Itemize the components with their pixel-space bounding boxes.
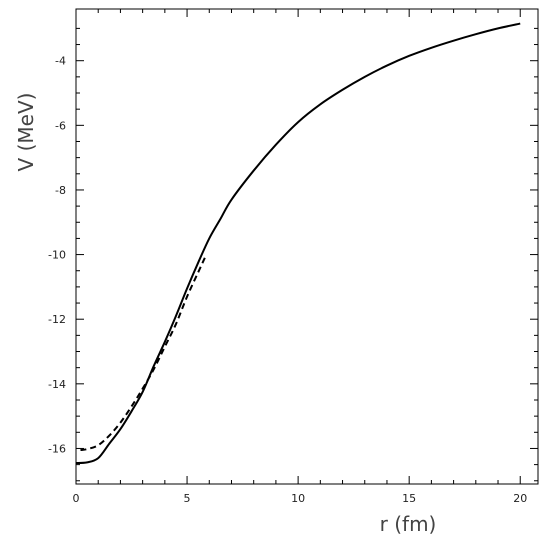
plot-frame bbox=[75, 8, 539, 485]
y-tick-label: -12 bbox=[48, 313, 66, 326]
y-tick-label: -14 bbox=[48, 378, 66, 391]
x-tick-label: 5 bbox=[184, 492, 191, 505]
ticks: 0 5 10 15 20 -16 -14 -12 -10 -8 -6 -4 bbox=[48, 9, 538, 505]
series-line-dashed bbox=[80, 257, 206, 452]
y-tick-label: -10 bbox=[48, 249, 66, 262]
x-tick-label: 15 bbox=[402, 492, 416, 505]
y-axis-title: V (MeV) bbox=[14, 93, 38, 172]
x-tick-label: 10 bbox=[291, 492, 305, 505]
y-tick-label: -8 bbox=[55, 184, 66, 197]
y-tick-label: -6 bbox=[55, 119, 66, 132]
x-axis-title: r (fm) bbox=[380, 512, 437, 536]
y-tick-label: -4 bbox=[55, 55, 66, 68]
x-tick-label: 0 bbox=[73, 492, 80, 505]
series-line-solid bbox=[75, 22, 521, 464]
series bbox=[75, 22, 521, 464]
y-tick-label: -16 bbox=[48, 442, 66, 455]
x-tick-label: 20 bbox=[513, 492, 527, 505]
